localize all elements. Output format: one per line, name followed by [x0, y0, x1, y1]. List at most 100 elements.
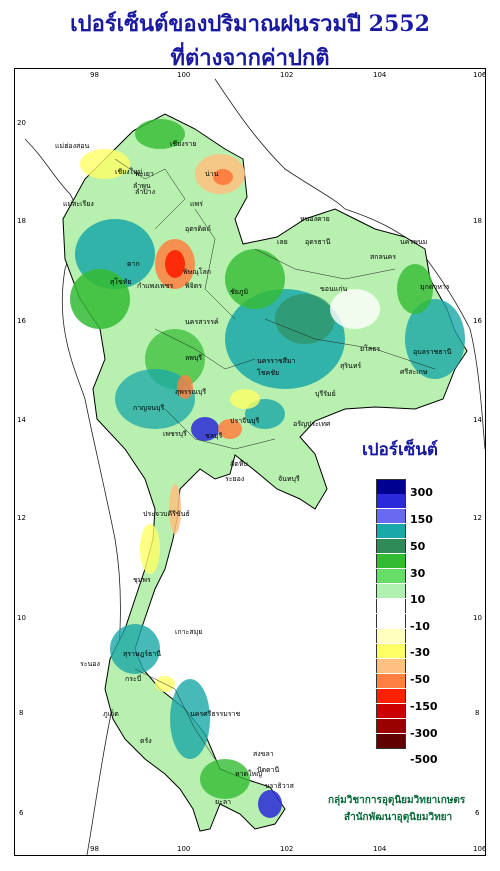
place-label: เพชรบุรี: [163, 430, 187, 438]
place-label: นครศรีธรรมราช: [190, 710, 241, 718]
place-label: เชียงราย: [170, 140, 197, 148]
place-label: ลพบุรี: [185, 354, 203, 362]
legend-swatch: [376, 479, 406, 494]
place-label: พิจิตร: [185, 282, 203, 290]
legend-label: -150: [410, 700, 438, 713]
place-label: แม่สะเรียง: [63, 200, 94, 208]
legend-swatch: [376, 629, 406, 643]
place-label: หาดใหญ่: [235, 770, 263, 778]
legend-label: 150: [410, 513, 433, 526]
rainfall-map: [24, 78, 485, 855]
place-label: ยโสธร: [360, 345, 381, 353]
legend-label: -50: [410, 673, 430, 686]
place-label: ลำพูน: [133, 182, 151, 190]
legend-title: เปอร์เซ็นต์: [362, 440, 438, 460]
legend-label: 300: [410, 486, 433, 499]
y-tick-right: 12: [473, 514, 482, 522]
y-tick-right: 16: [473, 317, 482, 325]
place-label: บุรีรัมย์: [315, 390, 336, 398]
place-label: หนองคาย: [300, 215, 330, 223]
place-label: พะเยา: [135, 170, 154, 178]
place-label: สกลนคร: [370, 253, 397, 261]
place-label: ศรีสะเกษ: [400, 368, 428, 376]
place-label: ปัตตานี: [257, 766, 280, 774]
y-tick-right: 18: [473, 217, 482, 225]
place-label: อุบลราชธานี: [413, 348, 452, 356]
place-label: นครพนม: [400, 238, 428, 246]
place-label: กระบี่: [125, 675, 142, 683]
legend-swatch: [376, 584, 406, 598]
legend-swatch: [376, 539, 406, 553]
legend-swatch: [376, 494, 406, 508]
x-tick-bottom: 98: [90, 845, 99, 853]
place-label: สุราษฎร์ธานี: [123, 650, 162, 658]
place-label: ขอนแก่น: [320, 285, 348, 293]
thailand-shape: [62, 113, 468, 832]
place-label: เชียงใหม่: [115, 168, 143, 176]
place-label: สุโขทัย: [110, 278, 132, 286]
legend-label: -10: [410, 620, 430, 633]
place-label: กาญจนบุรี: [133, 404, 165, 412]
place-label: สุรินทร์: [340, 362, 362, 370]
place-label: ชุมพร: [133, 576, 151, 584]
legend-label: 50: [410, 540, 426, 553]
y-tick-left: 6: [19, 809, 24, 817]
legend-swatch: [376, 554, 406, 568]
place-label: ระยอง: [225, 475, 245, 483]
y-tick-left: 20: [17, 119, 26, 127]
legend-swatch: [376, 524, 406, 538]
y-tick-left: 10: [17, 614, 26, 622]
place-label: แพร่: [190, 200, 203, 208]
place-label: เลย: [277, 238, 288, 246]
place-label: พิษณุโลก: [183, 268, 212, 276]
legend-swatch: [376, 569, 406, 583]
x-tick-bottom: 100: [177, 845, 191, 853]
x-tick-top: 102: [280, 71, 294, 79]
place-label: ลำปาง: [135, 188, 156, 196]
province-lines: [114, 158, 436, 760]
legend-swatch: [376, 689, 406, 703]
place-label: อุดรธานี: [305, 238, 331, 246]
place-label: สัตหีบ: [230, 460, 248, 468]
map-frame: 98 100 102 104 106 98 100 102 104 106 20…: [14, 68, 486, 856]
place-label: สงขลา: [253, 750, 274, 758]
place-label: น่าน: [205, 170, 219, 178]
place-label: ตรัง: [140, 737, 152, 745]
legend-swatch: [376, 674, 406, 688]
x-tick-bottom: 102: [280, 845, 294, 853]
x-tick-top: 100: [177, 71, 191, 79]
east-border: [344, 208, 485, 450]
y-tick-left: 16: [17, 317, 26, 325]
y-tick-left: 14: [17, 416, 26, 424]
place-label: ภูเก็ต: [103, 710, 119, 718]
y-tick-left: 18: [17, 217, 26, 225]
credit-line1: กลุ่มวิชาการอุตุนิยมวิทยาเกษตร: [328, 795, 466, 806]
legend-label: -300: [410, 727, 438, 740]
y-tick-right: 8: [475, 709, 480, 717]
y-tick-left: 8: [19, 709, 24, 717]
x-tick-top: 106: [473, 71, 486, 79]
place-label: นครสวรรค์: [185, 318, 219, 326]
x-tick-top: 98: [90, 71, 99, 79]
place-label: นราธิวาส: [265, 782, 294, 790]
credit-line2: สำนักพัฒนาอุตุนิยมวิทยา: [344, 812, 453, 823]
place-label: ตาก: [127, 260, 140, 268]
legend-swatch: [376, 614, 406, 628]
place-label: กำแพงเพชร: [137, 282, 174, 290]
legend-swatch: [376, 509, 406, 523]
place-label: ระนอง: [80, 660, 100, 668]
y-tick-left: 12: [17, 514, 26, 522]
map-subtitle: ที่ต่างจากค่าปกติ: [170, 45, 330, 71]
legend-swatch: [376, 644, 406, 658]
legend-swatch: [376, 719, 406, 733]
place-label: ประจวบคีรีขันธ์: [143, 510, 190, 518]
legend-label: -500: [410, 753, 438, 766]
place-label: ยะลา: [215, 798, 232, 806]
place-label: สุพรรณบุรี: [175, 388, 207, 396]
place-label: แม่ฮ่องสอน: [55, 142, 90, 150]
map-title: เปอร์เซ็นต์ของปริมาณฝนรวมปี 2552: [70, 11, 430, 37]
place-label: นครราชสีมา: [257, 357, 296, 365]
y-tick-right: 6: [475, 809, 480, 817]
x-tick-bottom: 104: [373, 845, 387, 853]
x-tick-bottom: 106: [473, 845, 486, 853]
